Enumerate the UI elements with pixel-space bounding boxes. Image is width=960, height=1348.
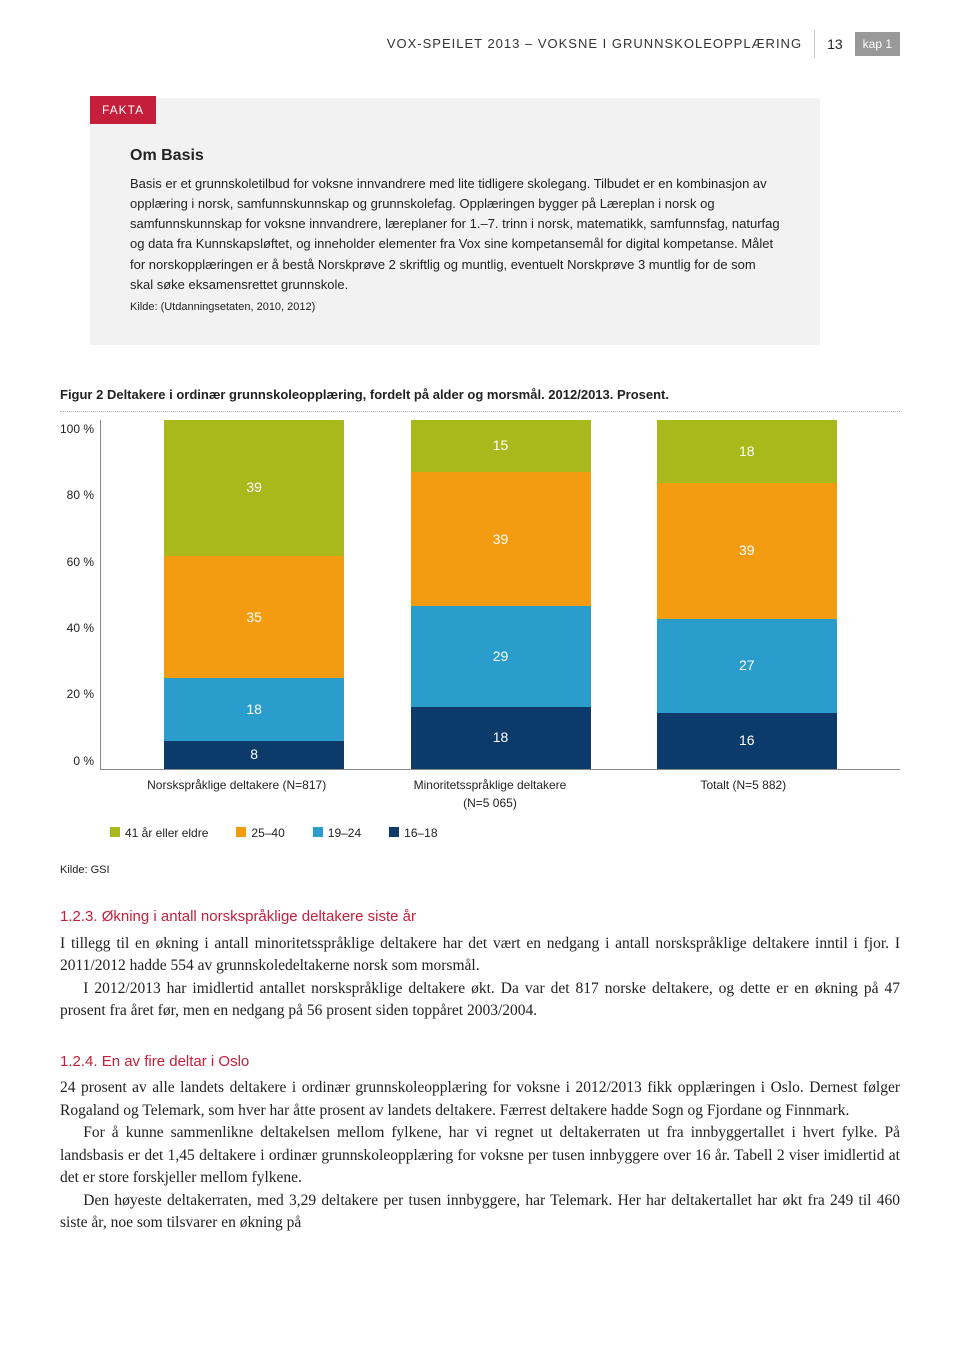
x-tick-label: Norskspråklige deltakere (N=817) (147, 776, 327, 812)
bar-segment: 39 (411, 472, 591, 607)
body-paragraph: I 2012/2013 har imidlertid antallet nors… (60, 978, 900, 1023)
fakta-heading: Om Basis (130, 144, 780, 168)
fakta-source: Kilde: (Utdanningsetaten, 2010, 2012) (130, 299, 780, 316)
legend-item: 16–18 (389, 824, 437, 842)
body-paragraph: For å kunne sammenlikne deltakelsen mell… (60, 1122, 900, 1189)
body-paragraph: I tillegg til en økning i antall minorit… (60, 933, 900, 978)
chart-legend: 41 år eller eldre 25–40 19–24 16–18 (110, 824, 900, 842)
chart-divider (60, 411, 900, 412)
chart-plot: 81835391829391516273918 (100, 420, 900, 770)
bar-segment: 39 (164, 420, 344, 556)
body-paragraph: Den høyeste deltakerraten, med 3,29 delt… (60, 1190, 900, 1235)
legend-label: 25–40 (251, 826, 284, 840)
doc-title: VOX-SPEILET 2013 – VOKSNE I GRUNNSKOLEOP… (387, 34, 802, 54)
legend-item: 41 år eller eldre (110, 824, 208, 842)
bar-segment: 18 (657, 420, 837, 483)
bar-segment: 15 (411, 420, 591, 472)
fakta-box: FAKTA Om Basis Basis er et grunnskoletil… (90, 98, 820, 345)
legend-swatch (389, 827, 399, 837)
fakta-body: Basis er et grunnskoletilbud for voksne … (130, 174, 780, 295)
y-tick-label: 0 % (60, 752, 94, 770)
section-heading: 1.2.4. En av fire deltar i Oslo (60, 1051, 900, 1074)
bar-segment: 18 (164, 678, 344, 741)
x-tick-label: Minoritetsspråklige deltakere (N=5 065) (400, 776, 580, 812)
bar-segment: 35 (164, 556, 344, 678)
bar-segment: 16 (657, 713, 837, 769)
bar-column: 16273918 (657, 420, 837, 769)
bar-column: 18293915 (411, 420, 591, 769)
legend-item: 19–24 (313, 824, 361, 842)
page-header: VOX-SPEILET 2013 – VOKSNE I GRUNNSKOLEOP… (60, 30, 900, 58)
legend-swatch (313, 827, 323, 837)
section-heading: 1.2.3. Økning i antall norskspråklige de… (60, 906, 900, 929)
legend-label: 16–18 (404, 826, 437, 840)
y-tick-label: 20 % (60, 685, 94, 703)
bar-segment: 27 (657, 619, 837, 713)
y-tick-label: 40 % (60, 619, 94, 637)
x-axis-labels: Norskspråklige deltakere (N=817) Minorite… (60, 770, 900, 812)
bar-segment: 39 (657, 483, 837, 619)
header-divider (814, 30, 815, 58)
stacked-bar-chart: 100 %80 %60 %40 %20 %0 % 818353918293915… (60, 420, 900, 770)
legend-label: 19–24 (328, 826, 361, 840)
legend-swatch (110, 827, 120, 837)
legend-swatch (236, 827, 246, 837)
bar-segment: 29 (411, 606, 591, 706)
bar-segment: 18 (411, 707, 591, 769)
x-tick-label: Totalt (N=5 882) (653, 776, 833, 812)
legend-label: 41 år eller eldre (125, 826, 208, 840)
chart-title: Figur 2 Deltakere i ordinær grunnskoleop… (60, 385, 900, 405)
y-tick-label: 100 % (60, 420, 94, 438)
y-axis: 100 % 80 % 60 % 40 % 20 % 0 % (60, 420, 100, 770)
chapter-badge: kap 1 (855, 32, 900, 56)
bar-segment: 8 (164, 741, 344, 769)
page-number: 13 (827, 34, 843, 55)
y-tick-label: 80 % (60, 486, 94, 504)
y-tick-label: 60 % (60, 553, 94, 571)
fakta-tag: FAKTA (90, 96, 156, 124)
legend-item: 25–40 (236, 824, 284, 842)
body-paragraph: 24 prosent av alle landets deltakere i o… (60, 1077, 900, 1122)
bar-column: 8183539 (164, 420, 344, 769)
chart-source: Kilde: GSI (60, 862, 900, 879)
body-text: 1.2.3. Økning i antall norskspråklige de… (60, 906, 900, 1234)
